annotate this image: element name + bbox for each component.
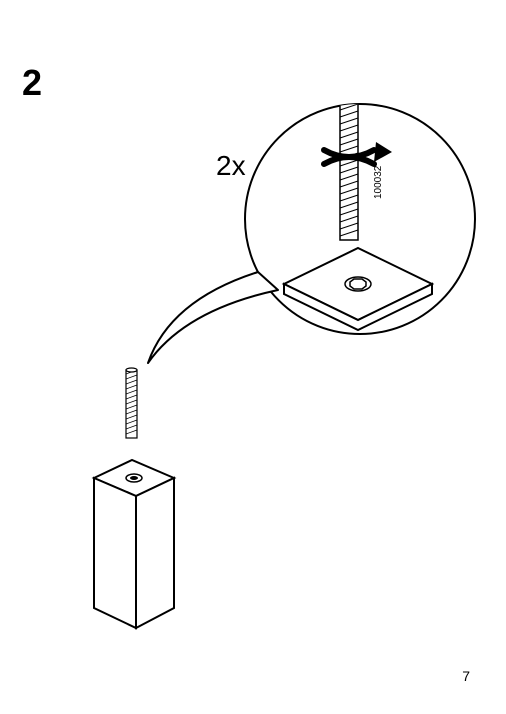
main-screw xyxy=(126,368,137,438)
leg-block xyxy=(94,460,174,628)
step-number: 2 xyxy=(22,62,42,104)
page-number: 7 xyxy=(462,668,470,684)
quantity-label: 2x xyxy=(216,150,246,182)
detail-screw xyxy=(340,87,358,240)
assembly-diagram xyxy=(0,0,506,714)
part-number: 100032 xyxy=(373,166,384,199)
callout-tail xyxy=(148,272,278,363)
